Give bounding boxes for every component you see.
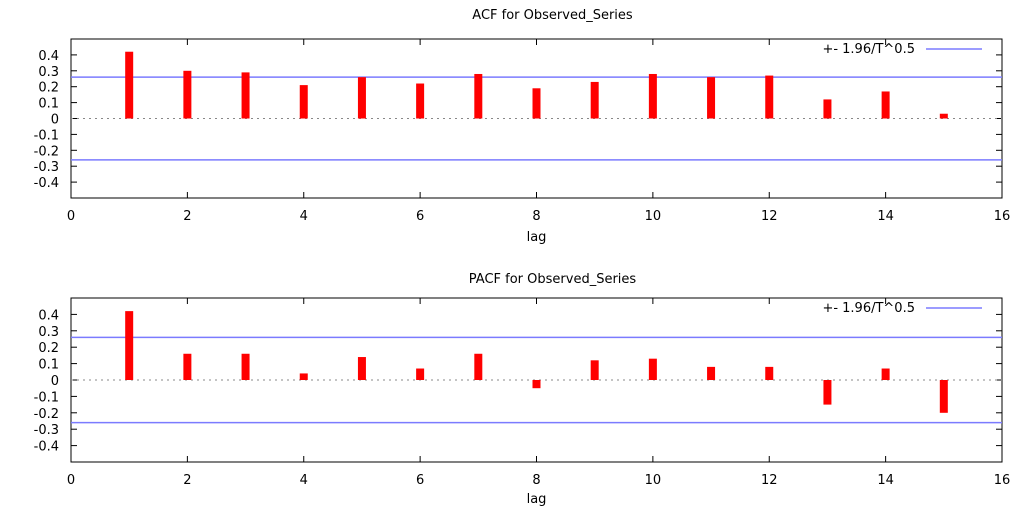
y-tick-label: 0.3 — [38, 65, 59, 80]
x-tick-label: 2 — [183, 473, 191, 488]
x-tick-label: 2 — [183, 209, 191, 224]
y-tick-label: 0.2 — [38, 341, 59, 356]
bar-lag-3 — [241, 72, 250, 119]
bar-lag-13 — [823, 99, 832, 119]
bar-lag-14 — [881, 91, 890, 119]
bar-lag-6 — [416, 83, 425, 119]
bar-lag-7 — [474, 73, 483, 119]
bar-lag-12 — [765, 75, 774, 119]
y-tick-label: 0.4 — [38, 49, 59, 64]
x-tick-label: 6 — [416, 473, 424, 488]
x-tick-label: 10 — [645, 209, 662, 224]
bar-lag-10 — [648, 73, 657, 119]
x-tick-label: 4 — [300, 473, 308, 488]
bar-lag-4 — [299, 373, 308, 380]
x-tick-label: 6 — [416, 209, 424, 224]
x-tick-label: 4 — [300, 209, 308, 224]
bar-lag-2 — [183, 70, 192, 119]
bar-lag-3 — [241, 353, 250, 380]
x-tick-label: 8 — [532, 209, 540, 224]
y-tick-label: 0.2 — [38, 81, 59, 96]
x-tick-label: 10 — [645, 473, 662, 488]
legend-label: +- 1.96/T^0.5 — [822, 301, 915, 316]
y-tick-label: 0.1 — [38, 97, 59, 112]
bar-lag-13 — [823, 380, 832, 405]
y-tick-label: 0 — [51, 113, 59, 128]
bar-lag-15 — [939, 380, 948, 413]
bar-lag-12 — [765, 366, 774, 380]
bar-lag-1 — [125, 51, 134, 119]
bar-lag-9 — [590, 360, 599, 380]
legend-label: +- 1.96/T^0.5 — [822, 42, 915, 57]
bar-lag-4 — [299, 85, 308, 119]
y-tick-label: -0.4 — [34, 440, 59, 455]
chart-title: PACF for Observed_Series — [469, 272, 637, 287]
chart-title: ACF for Observed_Series — [472, 8, 633, 23]
chart-acf: ACF for Observed_Series0.40.30.20.10-0.1… — [34, 8, 1011, 245]
x-tick-label: 14 — [877, 473, 894, 488]
chart-pacf: PACF for Observed_Series0.40.30.20.10-0.… — [34, 272, 1011, 507]
y-tick-label: 0.4 — [38, 308, 59, 323]
y-tick-label: -0.3 — [34, 160, 59, 175]
y-tick-label: 0 — [51, 374, 59, 389]
x-tick-label: 14 — [877, 209, 894, 224]
bar-lag-9 — [590, 81, 599, 119]
bar-lag-15 — [939, 113, 948, 119]
x-tick-label: 0 — [67, 473, 75, 488]
y-tick-label: -0.2 — [34, 144, 59, 159]
bar-lag-2 — [183, 353, 192, 380]
bar-lag-1 — [125, 311, 134, 380]
x-tick-label: 0 — [67, 209, 75, 224]
x-tick-label: 12 — [761, 473, 778, 488]
bar-lag-5 — [357, 77, 366, 119]
x-tick-label: 16 — [994, 473, 1011, 488]
x-axis-label: lag — [527, 492, 547, 507]
bar-lag-11 — [707, 77, 716, 119]
bar-lag-11 — [707, 366, 716, 380]
bar-lag-10 — [648, 358, 657, 380]
x-tick-label: 12 — [761, 209, 778, 224]
bar-lag-6 — [416, 368, 425, 380]
y-tick-label: -0.4 — [34, 176, 59, 191]
x-axis-label: lag — [527, 230, 547, 245]
x-tick-label: 16 — [994, 209, 1011, 224]
y-tick-label: -0.2 — [34, 407, 59, 422]
bar-lag-8 — [532, 380, 541, 389]
y-tick-label: -0.1 — [34, 390, 59, 405]
x-tick-label: 8 — [532, 473, 540, 488]
bar-lag-14 — [881, 368, 890, 380]
bar-lag-5 — [357, 357, 366, 380]
y-tick-label: 0.3 — [38, 325, 59, 340]
bar-lag-8 — [532, 88, 541, 119]
y-tick-label: -0.3 — [34, 423, 59, 438]
y-tick-label: 0.1 — [38, 358, 59, 373]
bar-lag-7 — [474, 353, 483, 380]
y-tick-label: -0.1 — [34, 128, 59, 143]
